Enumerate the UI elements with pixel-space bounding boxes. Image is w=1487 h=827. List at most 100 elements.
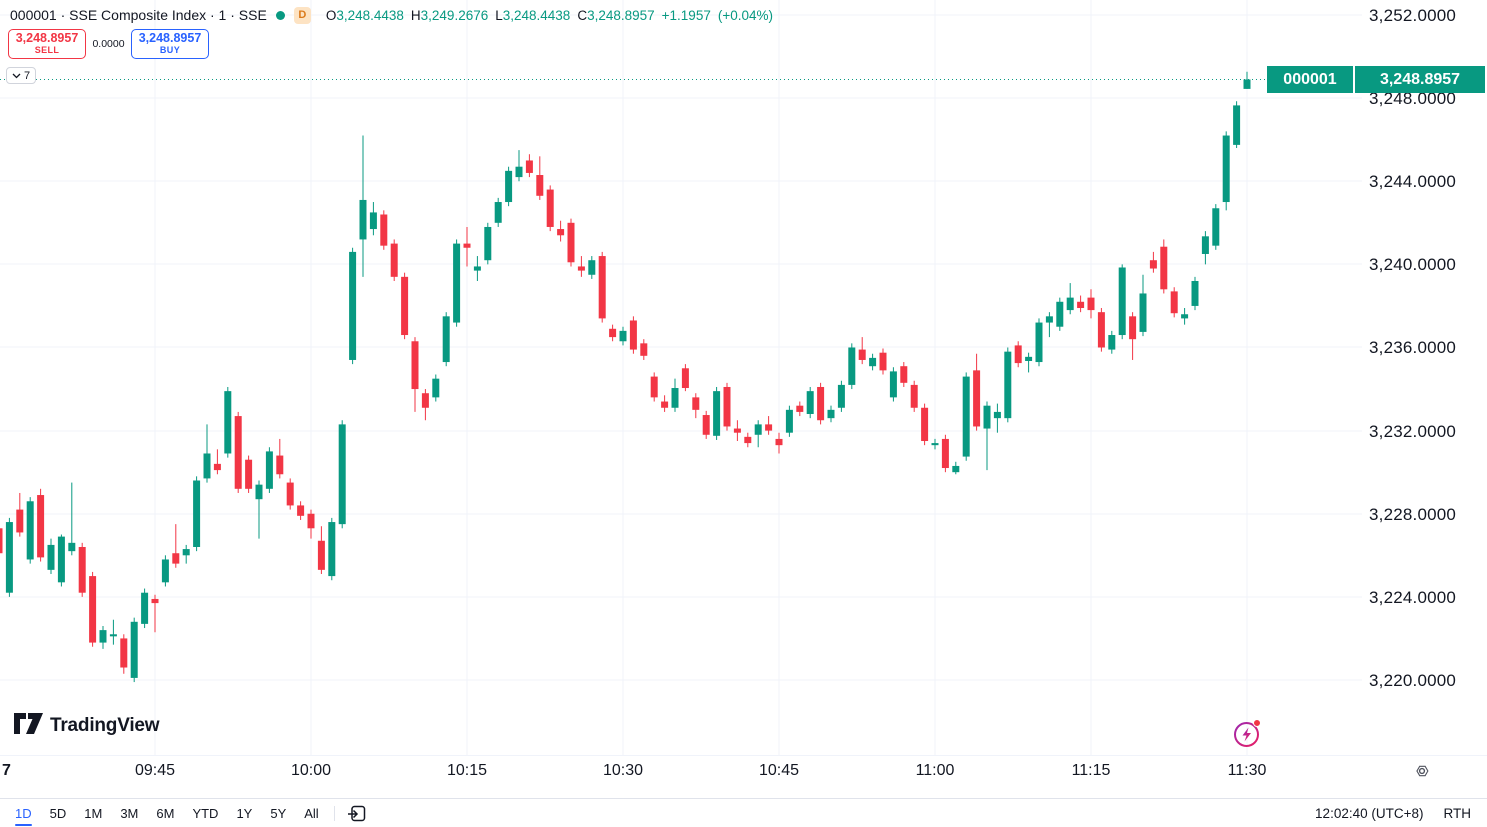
range-buttons: 1D 5D 1M 3M 6M YTD 1Y 5Y All (0, 802, 326, 826)
time-axis-label: 11:30 (1227, 762, 1267, 779)
candle-10:56 (889, 371, 897, 398)
candle-11:01 (941, 438, 949, 469)
session-type[interactable]: RTH (1443, 805, 1471, 821)
candle-09:50 (203, 453, 211, 479)
candle-10:32 (640, 343, 648, 356)
candle-10:13 (442, 316, 450, 363)
data-delay-badge[interactable]: D (293, 6, 311, 24)
candle-09:49 (193, 480, 201, 547)
candle-10:45 (775, 438, 783, 446)
candle-10:05 (359, 199, 367, 240)
candle-10:48 (806, 391, 814, 414)
candle-10:25 (567, 222, 575, 263)
candle-10:53 (858, 349, 866, 360)
candle-10:41 (733, 428, 741, 433)
candle-10:16 (473, 266, 481, 271)
candle-10:52 (848, 347, 856, 385)
buy-price: 3,248.8957 (138, 31, 202, 46)
calendar-arrow-icon (347, 805, 365, 821)
time-axis-label: 09:45 (134, 762, 176, 779)
toolbar-divider (333, 805, 335, 821)
axis-settings-gear-icon[interactable] (1412, 761, 1432, 781)
time-axis-label: 10:00 (290, 762, 332, 779)
candle-10:59 (921, 407, 929, 442)
candle-11:11 (1045, 316, 1053, 323)
candle-11:30 (1243, 79, 1251, 89)
notification-dot (1253, 719, 1261, 727)
candle-11:15 (1087, 297, 1095, 311)
candle-10:46 (785, 409, 793, 433)
range-button-1y[interactable]: 1Y (229, 802, 259, 824)
candle-10:09 (401, 276, 409, 336)
object-tree-toggle-button[interactable]: 7 (6, 67, 37, 84)
session-clock[interactable]: 12:02:40 (UTC+8) (1315, 805, 1424, 821)
object-tree-count: 7 (24, 69, 31, 82)
toolbar-right: 12:02:40 (UTC+8) RTH (1315, 806, 1487, 821)
range-button-ytd[interactable]: YTD (185, 802, 225, 824)
candle-10:58 (910, 384, 918, 408)
candle-09:41 (109, 634, 117, 637)
candle-11:19 (1129, 316, 1137, 340)
candle-09:59 (297, 505, 305, 516)
high-value: 3,249.2676 (420, 7, 489, 23)
candle-09:32 (16, 509, 24, 533)
range-button-all[interactable]: All (297, 802, 325, 824)
candle-10:37 (692, 397, 700, 410)
candle-09:35 (47, 544, 55, 570)
candlestick-chart[interactable] (0, 0, 1362, 755)
candle-09:36 (57, 536, 65, 583)
candle-10:04 (349, 251, 357, 360)
price-axis-label: 3,240.0000 (1369, 255, 1457, 275)
change-value: +1.1957 (661, 7, 711, 23)
candle-10:28 (598, 256, 606, 319)
candle-09:53 (234, 416, 242, 489)
candle-09:57 (276, 455, 284, 475)
candle-10:00 (307, 513, 315, 529)
range-button-6m[interactable]: 6M (149, 802, 181, 824)
sell-label: SELL (34, 44, 60, 55)
candle-11:20 (1139, 293, 1147, 332)
candle-11:12 (1056, 301, 1064, 327)
candle-10:20 (515, 166, 523, 178)
candle-09:38 (78, 546, 86, 593)
candle-10:55 (879, 352, 887, 371)
range-button-1m[interactable]: 1M (77, 802, 109, 824)
range-button-1d[interactable]: 1D (8, 802, 39, 826)
last-price-value: 3,248.8957 (1355, 66, 1485, 93)
candle-09:37 (68, 542, 76, 552)
ohlc-values: O3,248.4438 H3,249.2676 L3,248.4438 C3,2… (326, 8, 773, 23)
tradingview-logo[interactable]: TradingView (14, 713, 160, 739)
candle-09:31 (5, 522, 13, 593)
candle-10:42 (744, 436, 752, 444)
candle-11:08 (1014, 345, 1022, 364)
candle-11:05 (983, 405, 991, 429)
candle-09:48 (182, 549, 190, 556)
symbol-title[interactable]: 000001 · SSE Composite Index · 1 · SSE (10, 7, 267, 23)
range-button-5y[interactable]: 5Y (263, 802, 293, 824)
candle-10:57 (900, 366, 908, 383)
lightning-promo-icon[interactable] (1233, 719, 1261, 748)
candle-11:18 (1118, 267, 1126, 336)
symbol-legend[interactable]: 000001 · SSE Composite Index · 1 · SSE D… (10, 5, 773, 25)
time-axis[interactable]: 7 09:45 10:00 10:15 10:30 10:45 11:00 11:15 11:… (0, 755, 1487, 798)
chevron-down-icon (12, 73, 21, 79)
candle-11:17 (1108, 335, 1116, 350)
candle-10:43 (754, 424, 762, 435)
candle-10:17 (484, 226, 492, 261)
range-button-5d[interactable]: 5D (43, 802, 74, 824)
candle-11:03 (962, 376, 970, 457)
price-axis-label: 3,244.0000 (1369, 172, 1457, 192)
date-label: 7 (2, 762, 11, 779)
candle-11:22 (1160, 246, 1168, 290)
buy-button[interactable]: 3,248.8957 BUY (131, 29, 209, 59)
bottom-toolbar: 1D 5D 1M 3M 6M YTD 1Y 5Y All 12:02:40 (UTC+8) RT… (0, 798, 1487, 827)
chart-pane[interactable] (0, 0, 1362, 755)
price-axis[interactable]: 3,252.0000 3,248.0000 3,244.0000 3,240.0000… (1267, 0, 1487, 798)
trade-panel: 3,248.8957 SELL 0.0000 3,248.8957 BUY (8, 29, 209, 59)
candle-09:39 (89, 576, 97, 643)
candle-10:50 (827, 409, 835, 419)
candle-11:26 (1201, 236, 1209, 254)
go-to-date-button[interactable] (343, 803, 370, 824)
sell-button[interactable]: 3,248.8957 SELL (8, 29, 86, 59)
range-button-3m[interactable]: 3M (113, 802, 145, 824)
